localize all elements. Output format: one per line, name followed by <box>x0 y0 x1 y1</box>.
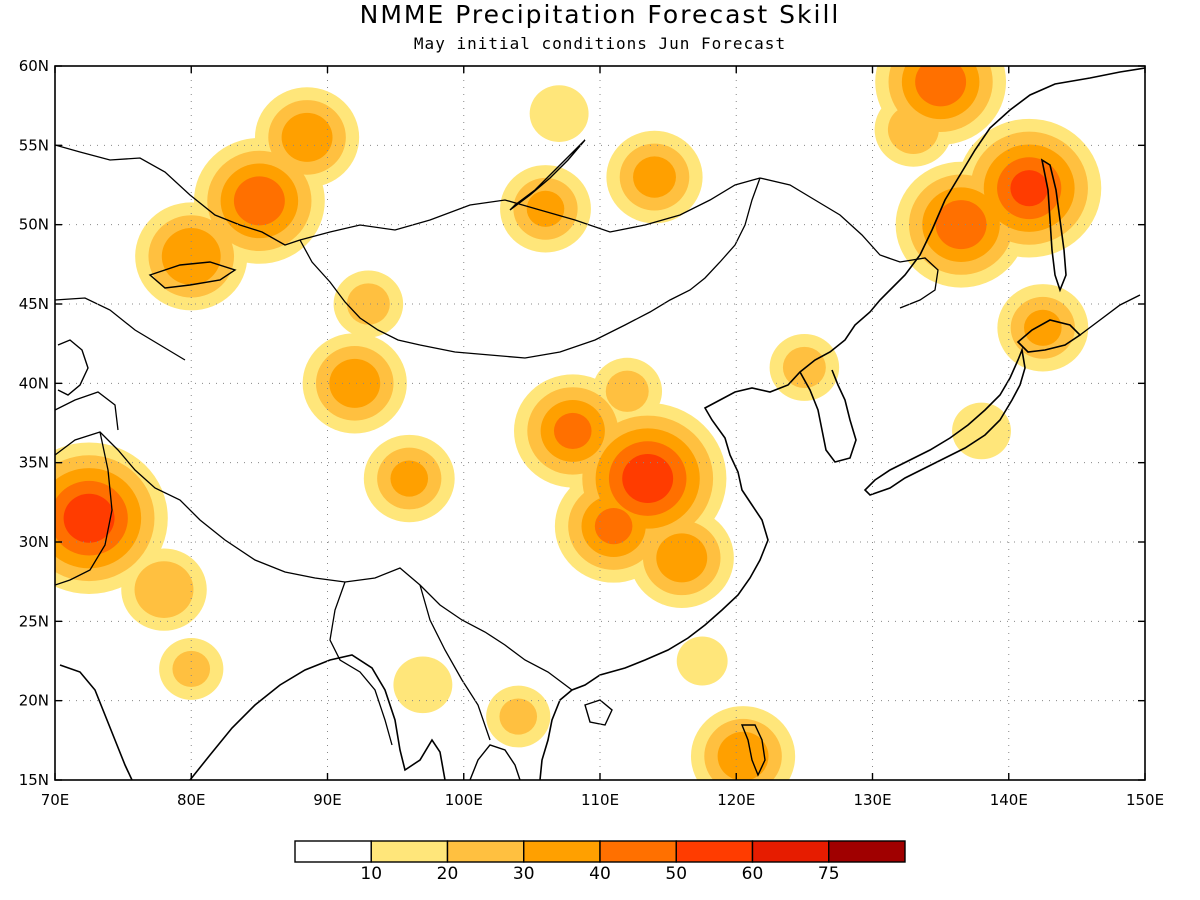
skill-region-12-level-3 <box>656 533 708 583</box>
tick-label-lat-60: 60N <box>19 57 49 75</box>
border-china-south <box>55 431 573 691</box>
tick-label-lat-30: 30N <box>19 533 49 551</box>
skill-region-21-level-2 <box>782 346 826 389</box>
border-mongolia-south <box>419 177 761 359</box>
lat-lon-grid <box>55 66 1145 780</box>
border-mongolia-north <box>299 177 761 241</box>
skill-region-5-level-3 <box>390 460 429 497</box>
tick-label-lon-120: 120E <box>717 791 755 809</box>
colorbar-swatch-2 <box>446 840 525 863</box>
skill-region-10-level-5 <box>622 454 674 504</box>
skill-region-4-level-2 <box>346 283 390 325</box>
tick-label-lon-90: 90E <box>313 791 342 809</box>
skill-region-2-level-3 <box>281 112 333 162</box>
coastline-hainan <box>584 699 613 726</box>
skill-region-26-level-3 <box>1024 309 1062 346</box>
colorbar-label-60: 60 <box>742 864 764 884</box>
lake-balkhash <box>148 261 237 289</box>
chart-title: NMME Precipitation Forecast Skill <box>359 0 841 29</box>
tick-label-lon-150: 150E <box>1126 791 1164 809</box>
skill-region-24-level-1 <box>676 636 728 686</box>
colorbar-swatch-7 <box>828 840 906 863</box>
skill-region-17-level-4 <box>935 200 987 250</box>
colorbar-swatch-6 <box>751 840 830 863</box>
colorbar-swatch-5 <box>675 840 754 863</box>
chart-subtitle: May initial conditions Jun Forecast <box>413 34 787 53</box>
coastline-caspian <box>57 339 89 396</box>
colorbar-label-20: 20 <box>437 864 459 884</box>
border-china-russia-ne <box>759 177 939 309</box>
skill-shading <box>55 66 1102 780</box>
tick-label-lat-50: 50N <box>19 216 49 234</box>
colorbar-label-50: 50 <box>665 864 687 884</box>
skill-region-9-level-4 <box>553 412 592 450</box>
skill-region-14-level-3 <box>633 156 676 198</box>
colorbar-label-10: 10 <box>360 864 382 884</box>
tick-label-lon-70: 70E <box>41 791 70 809</box>
colorbar-label-30: 30 <box>513 864 535 884</box>
skill-region-6-level-5 <box>63 493 115 543</box>
coastline-india <box>59 664 133 780</box>
tick-label-lon-100: 100E <box>445 791 483 809</box>
skill-region-16-level-1 <box>529 85 589 142</box>
colorbar: 10 20 30 40 50 60 75 <box>294 840 906 884</box>
border-myanmar <box>329 581 393 746</box>
skill-region-1-level-3 <box>161 228 221 285</box>
border-russia-kazakhstan <box>55 144 301 246</box>
colorbar-swatch-1 <box>370 840 449 863</box>
axis-ticks: 70E 80E 90E 100E 110E 120E 130E 140E 150E 15N 20N 2… <box>19 57 1164 809</box>
border-indochina <box>419 584 491 741</box>
tick-label-lat-40: 40N <box>19 374 49 392</box>
tick-label-lon-110: 110E <box>581 791 619 809</box>
colorbar-label-40: 40 <box>589 864 611 884</box>
skill-region-22-level-1 <box>393 656 453 714</box>
skill-region-7-level-2 <box>134 561 194 618</box>
colorbar-swatch-4 <box>599 840 677 863</box>
coastline-east-asia <box>539 67 1145 780</box>
tick-label-lon-80: 80E <box>177 791 206 809</box>
coastlines-and-borders <box>55 67 1145 780</box>
tick-label-lat-15: 15N <box>19 771 49 789</box>
border-india-pakistan <box>55 431 113 586</box>
colorbar-swatch-0 <box>294 840 372 863</box>
coastline-korea <box>799 369 857 463</box>
coastline-japan <box>863 347 1026 496</box>
skill-region-18-level-4 <box>915 66 967 107</box>
skill-region-23-level-2 <box>499 698 538 735</box>
coastline-kurils <box>1079 294 1141 336</box>
coastline-indochina <box>469 744 521 780</box>
skill-region-13-level-2 <box>605 370 649 412</box>
colorbar-label-75: 75 <box>818 864 840 884</box>
coastline-sakhalin <box>1040 158 1067 293</box>
skill-region-27-level-1 <box>952 402 1011 460</box>
skill-region-11-level-4 <box>594 508 633 545</box>
border-kazakhstan-china <box>299 239 421 346</box>
tick-label-lon-130: 130E <box>853 791 891 809</box>
tick-label-lat-35: 35N <box>19 454 49 472</box>
tick-label-lon-140: 140E <box>990 791 1028 809</box>
skill-region-15-level-3 <box>526 190 565 227</box>
border-uzbekistan <box>55 297 186 361</box>
coastline-bay-of-bengal <box>189 654 446 780</box>
skill-region-19-level-5 <box>1010 170 1048 207</box>
tick-label-lat-45: 45N <box>19 295 49 313</box>
colorbar-swatch-3 <box>523 840 601 863</box>
skill-region-3-level-3 <box>329 358 381 408</box>
tick-label-lat-55: 55N <box>19 136 49 154</box>
tick-label-lat-25: 25N <box>19 612 49 630</box>
skill-region-20-level-2 <box>887 104 939 154</box>
coastline-taiwan <box>740 724 766 777</box>
tick-label-lat-20: 20N <box>19 692 49 710</box>
skill-region-0-level-4 <box>233 176 285 226</box>
border-central-asia <box>55 391 119 431</box>
